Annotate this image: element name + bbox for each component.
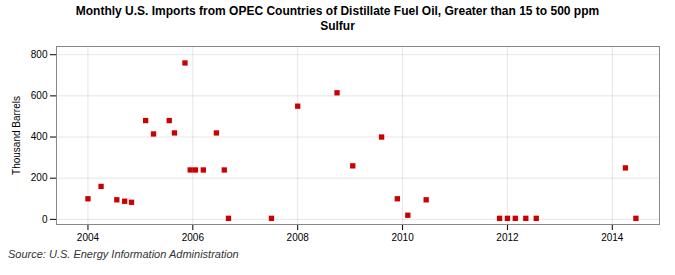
svg-text:2010: 2010	[391, 232, 414, 243]
svg-text:800: 800	[31, 49, 48, 60]
svg-text:200: 200	[31, 172, 48, 183]
svg-text:2008: 2008	[287, 232, 310, 243]
html-text:Source: U.S. Energy Informatio: Source: U.S. Energy Information Administ…	[8, 248, 239, 260]
svg-text:600: 600	[31, 90, 48, 101]
svg-text:400: 400	[31, 131, 48, 142]
svg-text:2014: 2014	[601, 232, 624, 243]
svg-text:0: 0	[42, 214, 48, 225]
svg-text:Thousand Barrels: Thousand Barrels	[11, 96, 22, 175]
svg-text:2004: 2004	[77, 232, 100, 243]
svg-text:2012: 2012	[496, 232, 519, 243]
svg-text:2006: 2006	[182, 232, 205, 243]
html-text:Monthly U.S. Imports from OPEC: Monthly U.S. Imports from OPEC Countries…	[75, 4, 600, 33]
